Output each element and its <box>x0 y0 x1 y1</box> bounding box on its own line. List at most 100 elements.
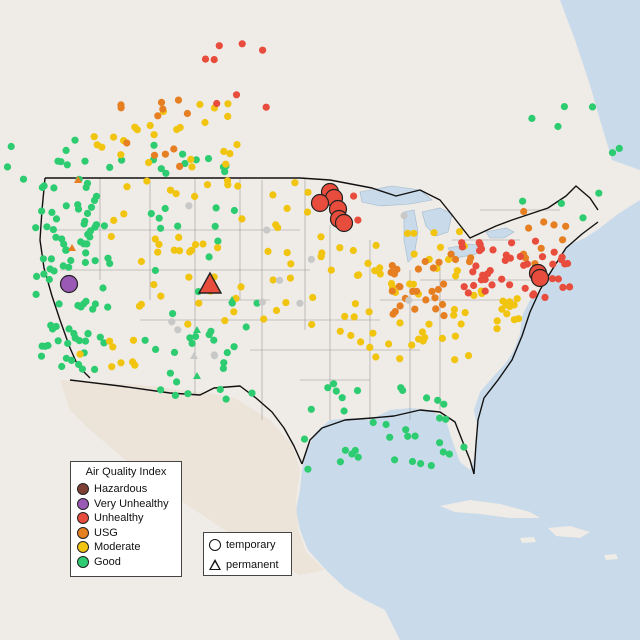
station-marker-moderate <box>366 343 374 351</box>
station-marker-good <box>442 415 450 423</box>
station-marker-good <box>81 337 90 345</box>
station-marker-usg <box>390 270 398 278</box>
station-marker-moderate <box>493 317 501 325</box>
station-marker-good <box>92 192 101 200</box>
station-marker-good <box>460 443 468 451</box>
station-marker-usg <box>176 162 184 170</box>
station-marker-usg <box>388 287 396 295</box>
station-marker-moderate <box>224 100 232 108</box>
station-marker-good <box>147 210 155 218</box>
station-marker-good <box>354 453 362 461</box>
station-marker-moderate <box>226 150 234 158</box>
temporary-monitor-large <box>334 213 354 233</box>
station-marker-moderate <box>457 320 465 328</box>
station-marker-moderate <box>264 247 272 255</box>
station-marker-good <box>192 332 200 341</box>
station-marker-moderate <box>304 188 312 196</box>
station-marker-good <box>161 204 169 213</box>
station-marker-moderate <box>133 126 141 134</box>
hispaniola-island <box>548 526 590 538</box>
station-marker-usg <box>183 109 191 118</box>
station-marker-moderate <box>184 320 192 328</box>
station-marker-good <box>219 364 227 372</box>
station-marker-no-data <box>168 318 176 326</box>
legend-label: Very Unhealthy <box>94 497 169 510</box>
station-marker-unhealthy <box>464 289 472 297</box>
station-marker-moderate <box>230 308 238 316</box>
station-marker-unhealthy <box>460 283 468 291</box>
station-marker-good <box>230 343 238 351</box>
station-marker-good <box>63 161 71 169</box>
station-marker-moderate <box>222 160 230 168</box>
station-marker-moderate <box>150 281 158 289</box>
station-marker-moderate <box>506 302 514 311</box>
station-marker-good <box>427 462 435 470</box>
station-marker-good <box>436 414 444 422</box>
station-marker-moderate <box>513 295 521 303</box>
station-marker-unhealthy <box>469 268 477 276</box>
station-marker-usg <box>170 145 178 153</box>
station-marker-no-data <box>307 255 315 263</box>
station-marker-good <box>340 407 348 415</box>
station-marker-usg <box>159 105 167 113</box>
station-marker-good <box>248 389 256 397</box>
station-marker-moderate <box>396 319 404 327</box>
station-marker-good <box>353 387 362 395</box>
station-marker-moderate <box>272 306 281 315</box>
station-marker-unhealthy <box>350 192 358 200</box>
legend-item-unhealthy: Unhealthy <box>71 511 181 526</box>
legend-item-very-unhealthy: Very Unhealthy <box>71 497 181 512</box>
station-marker-moderate <box>155 240 163 248</box>
station-marker-good <box>54 337 62 345</box>
station-marker-moderate <box>269 191 277 199</box>
station-marker-good <box>205 253 213 261</box>
aqi-legend-title: Air Quality Index <box>85 466 167 478</box>
station-marker-good <box>173 378 181 386</box>
station-marker-no-data <box>185 202 193 210</box>
station-marker-unhealthy <box>201 55 210 63</box>
station-marker-moderate <box>188 163 196 171</box>
station-marker-moderate <box>137 257 145 266</box>
station-marker-moderate <box>234 182 242 190</box>
station-marker-unhealthy <box>523 260 532 268</box>
station-marker-moderate <box>341 312 349 320</box>
station-marker-good <box>59 262 67 270</box>
station-marker-moderate <box>109 343 117 351</box>
station-marker-moderate <box>123 183 131 191</box>
station-marker-moderate <box>410 250 418 258</box>
station-marker-moderate <box>403 229 412 237</box>
station-marker-good <box>38 207 46 215</box>
station-marker-good <box>519 197 527 205</box>
station-marker-moderate <box>110 133 118 141</box>
station-marker-good <box>32 290 40 298</box>
station-marker-unhealthy <box>548 275 557 283</box>
station-marker-unhealthy <box>566 283 574 291</box>
station-marker-good <box>62 146 70 154</box>
station-marker-good <box>48 208 56 216</box>
station-marker-usg <box>440 280 448 288</box>
station-marker-good <box>192 156 200 164</box>
station-marker-moderate <box>451 356 459 364</box>
station-marker-good <box>32 224 40 232</box>
station-marker-moderate <box>409 280 417 288</box>
station-marker-good <box>220 359 228 367</box>
station-marker-usg <box>117 101 125 109</box>
cuba-island <box>440 500 540 518</box>
station-marker-unhealthy <box>559 283 567 291</box>
station-marker-good <box>65 263 73 271</box>
station-marker-no-data <box>210 352 219 360</box>
station-marker-no-data <box>174 326 182 334</box>
station-marker-moderate <box>357 338 365 346</box>
monitoring-stations <box>3 40 623 473</box>
station-marker-no-data <box>405 296 413 304</box>
station-marker-good <box>304 465 312 473</box>
temporary-monitor-large <box>59 274 79 294</box>
hazardous-swatch <box>77 483 89 496</box>
station-marker-moderate <box>283 204 291 212</box>
station-marker-good <box>43 223 51 231</box>
great-lake-5 <box>485 227 515 239</box>
station-marker-unhealthy <box>516 252 524 261</box>
station-marker-moderate <box>387 280 396 288</box>
station-marker-moderate <box>90 133 98 141</box>
station-marker-no-data <box>296 299 304 307</box>
